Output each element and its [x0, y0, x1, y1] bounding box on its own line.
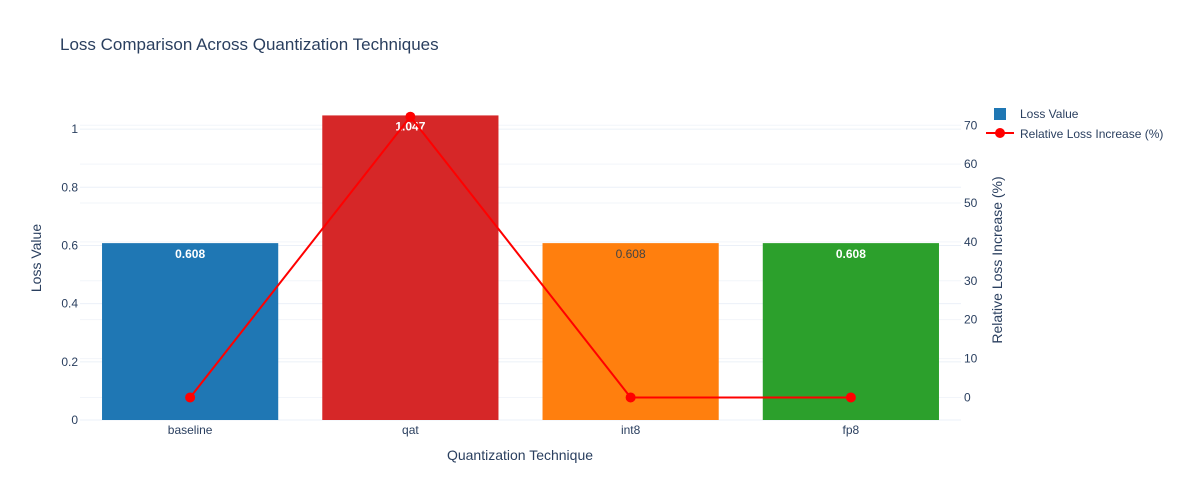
- x-tick-label: qat: [402, 423, 419, 437]
- x-axis-ticks: baseline qat int8 fp8: [168, 423, 860, 437]
- y-tick-label: 0.2: [61, 355, 78, 369]
- y-axis-ticks: 0 0.2 0.4 0.6 0.8 1: [61, 122, 78, 427]
- x-tick-label: baseline: [168, 423, 213, 437]
- bar-fp8: [762, 243, 939, 420]
- relative-loss-point-int8: [625, 392, 636, 403]
- y2-tick-label: 10: [964, 352, 978, 366]
- bar-value-label: 1.047: [395, 119, 425, 133]
- y2-tick-label: 20: [964, 313, 978, 327]
- legend-label-relative-loss: Relative Loss Increase (%): [1020, 127, 1163, 141]
- relative-loss-point-baseline: [185, 392, 196, 403]
- y-tick-label: 0.8: [61, 180, 78, 194]
- y2-tick-label: 30: [964, 274, 978, 288]
- legend-swatch-loss-value: [994, 108, 1006, 120]
- x-tick-label: int8: [621, 423, 641, 437]
- bar-value-label: 0.608: [836, 247, 866, 261]
- y2-tick-label: 60: [964, 157, 978, 171]
- y2-tick-label: 0: [964, 390, 971, 404]
- legend-label-loss-value: Loss Value: [1020, 107, 1079, 121]
- y2-axis-title: Relative Loss Increase (%): [989, 176, 1005, 343]
- y2-tick-label: 40: [964, 235, 978, 249]
- y-tick-label: 1: [71, 122, 78, 136]
- x-tick-label: fp8: [843, 423, 860, 437]
- y2-axis-ticks: 0 10 20 30 40 50 60 70: [964, 118, 978, 404]
- relative-loss-line: [189, 115, 851, 399]
- bar-baseline: [102, 243, 279, 420]
- bar-int8: [542, 243, 719, 420]
- bar-series: [102, 115, 939, 420]
- chart-title: Loss Comparison Across Quantization Tech…: [60, 35, 439, 54]
- gridlines: [80, 124, 961, 421]
- legend-marker-relative-loss: [995, 128, 1005, 138]
- bar-labels: 0.608 1.047 0.608 0.608: [175, 119, 866, 261]
- bar-value-label: 0.608: [175, 247, 205, 261]
- x-axis-title: Quantization Technique: [447, 447, 593, 463]
- relative-loss-point-fp8: [845, 392, 856, 403]
- y-tick-label: 0.6: [61, 238, 78, 252]
- y-tick-label: 0.4: [61, 297, 78, 311]
- bar-value-label: 0.608: [616, 247, 646, 261]
- line-series: [185, 111, 856, 403]
- bar-qat: [322, 115, 499, 420]
- legend: Loss Value Relative Loss Increase (%): [986, 107, 1163, 141]
- relative-loss-point-qat: [405, 111, 416, 122]
- y-tick-label: 0: [71, 413, 78, 427]
- y2-tick-label: 50: [964, 196, 978, 210]
- y-axis-title: Loss Value: [28, 224, 44, 292]
- y2-tick-label: 70: [964, 118, 978, 132]
